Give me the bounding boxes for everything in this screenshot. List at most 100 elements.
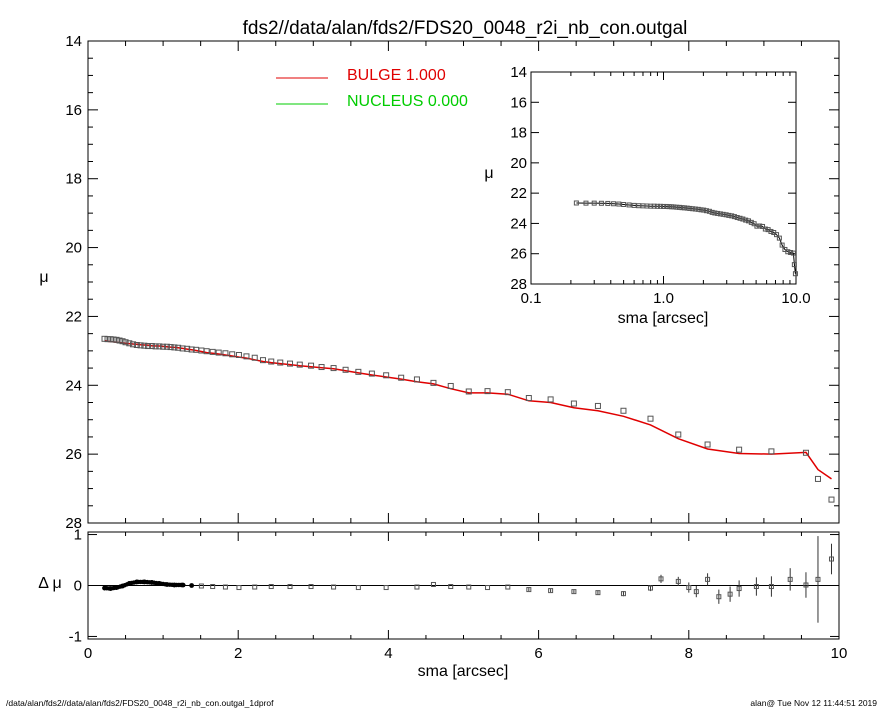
legend-nucleus-label: NUCLEUS 0.000 [347, 93, 468, 110]
inset-panel: 0.1 1.0 10.0 14 16 18 20 22 24 26 28 μ sma [arcse… [484, 64, 810, 327]
inset-data-point [779, 242, 785, 248]
inset-data-point [674, 204, 680, 210]
data-point [296, 361, 303, 368]
residual-point [236, 585, 242, 591]
inset-data-point [661, 203, 666, 209]
data-point [430, 379, 437, 386]
data-point [215, 349, 222, 356]
residual-point [675, 578, 681, 584]
inset-data-point [583, 200, 589, 206]
main-y-tick-label: 20 [65, 240, 82, 257]
data-point [113, 336, 120, 343]
main-y-tick-label: 16 [65, 102, 82, 119]
residual-x-axis-label: sma [arcsec] [418, 663, 509, 680]
inset-data-point [734, 215, 740, 221]
residual-point [268, 584, 274, 590]
inset-data-point [621, 202, 627, 207]
data-point [163, 343, 170, 350]
main-y-ticks: 14 16 18 20 22 24 26 28 [65, 33, 839, 532]
residual-point [448, 584, 454, 590]
data-point [141, 342, 148, 349]
chart-title: fds2//data/alan/fds2/FDS20_0048_r2i_nb_c… [243, 18, 688, 39]
residual-point [647, 585, 653, 591]
data-point [413, 376, 420, 383]
residual-point [595, 590, 601, 596]
residual-x-tick-label: 0 [84, 645, 92, 662]
residual-x-tick-label: 4 [384, 645, 392, 662]
residual-point [287, 584, 293, 590]
data-point [156, 343, 163, 350]
residual-point [803, 582, 809, 588]
inset-data-point [666, 204, 672, 210]
residual-x-tick-label: 8 [685, 645, 693, 662]
residual-point [181, 582, 186, 588]
data-point [130, 341, 137, 348]
inset-data-point [663, 203, 669, 209]
inset-y-axis-label: μ [484, 165, 493, 182]
bulge-model-line [104, 339, 832, 480]
data-point [222, 350, 229, 357]
inset-data-point [791, 262, 797, 268]
data-point [268, 358, 275, 365]
data-point [101, 335, 108, 342]
residual-point [828, 556, 834, 562]
data-point [203, 348, 210, 355]
data-point [484, 388, 491, 395]
data-point [107, 336, 114, 343]
main-y-tick-label: 18 [65, 171, 82, 188]
data-point [828, 496, 835, 503]
data-point [171, 344, 178, 351]
data-point [145, 343, 152, 350]
data-point [152, 343, 159, 350]
data-point [116, 337, 123, 344]
data-point [736, 446, 743, 453]
inset-data-point [626, 202, 632, 208]
data-point [104, 336, 111, 343]
residual-point [787, 576, 793, 582]
residual-point [189, 583, 195, 588]
inset-data-point [676, 204, 682, 210]
residual-point [308, 584, 314, 590]
data-point [647, 415, 654, 422]
residual-point [485, 585, 491, 591]
inset-data-point [776, 235, 782, 241]
residual-point [355, 585, 361, 591]
residual-point [736, 586, 742, 592]
inset-data-point [731, 214, 737, 220]
residual-x-tick-label: 2 [234, 645, 242, 662]
data-point [547, 396, 554, 403]
data-point [235, 351, 242, 358]
residual-point [768, 584, 774, 590]
inset-data-point [706, 208, 712, 214]
residual-point [430, 581, 436, 587]
inset-data-point [681, 205, 687, 211]
inset-x-ticks: 0.1 1.0 10.0 [521, 72, 811, 307]
inset-data-point [737, 215, 743, 221]
residual-point [526, 587, 532, 593]
residual-x-ticks: 0 2 4 6 8 10 [84, 532, 848, 662]
inset-data-point [757, 223, 763, 229]
inset-data-point [709, 209, 715, 215]
inset-y-tick-label: 20 [510, 155, 527, 172]
inset-data-point [611, 201, 617, 207]
residual-point [727, 591, 733, 597]
residual-point [252, 584, 258, 590]
data-point [814, 475, 821, 482]
data-point [318, 364, 325, 371]
inset-y-tick-label: 26 [510, 246, 527, 263]
inset-data-point [715, 210, 721, 216]
data-point [119, 338, 126, 345]
data-point [594, 402, 601, 409]
inset-data-point [671, 204, 677, 210]
data-point [287, 360, 294, 367]
inset-data-point [754, 223, 760, 229]
inset-x-tick-label: 0.1 [521, 290, 542, 307]
inset-data-point [790, 250, 796, 256]
data-point [122, 339, 129, 346]
data-point [259, 357, 266, 364]
residual-point [693, 589, 699, 595]
inset-data-point [726, 212, 732, 218]
data-point [251, 354, 258, 361]
main-x-ticks [87, 41, 840, 523]
residual-x-tick-label: 10 [831, 645, 848, 662]
